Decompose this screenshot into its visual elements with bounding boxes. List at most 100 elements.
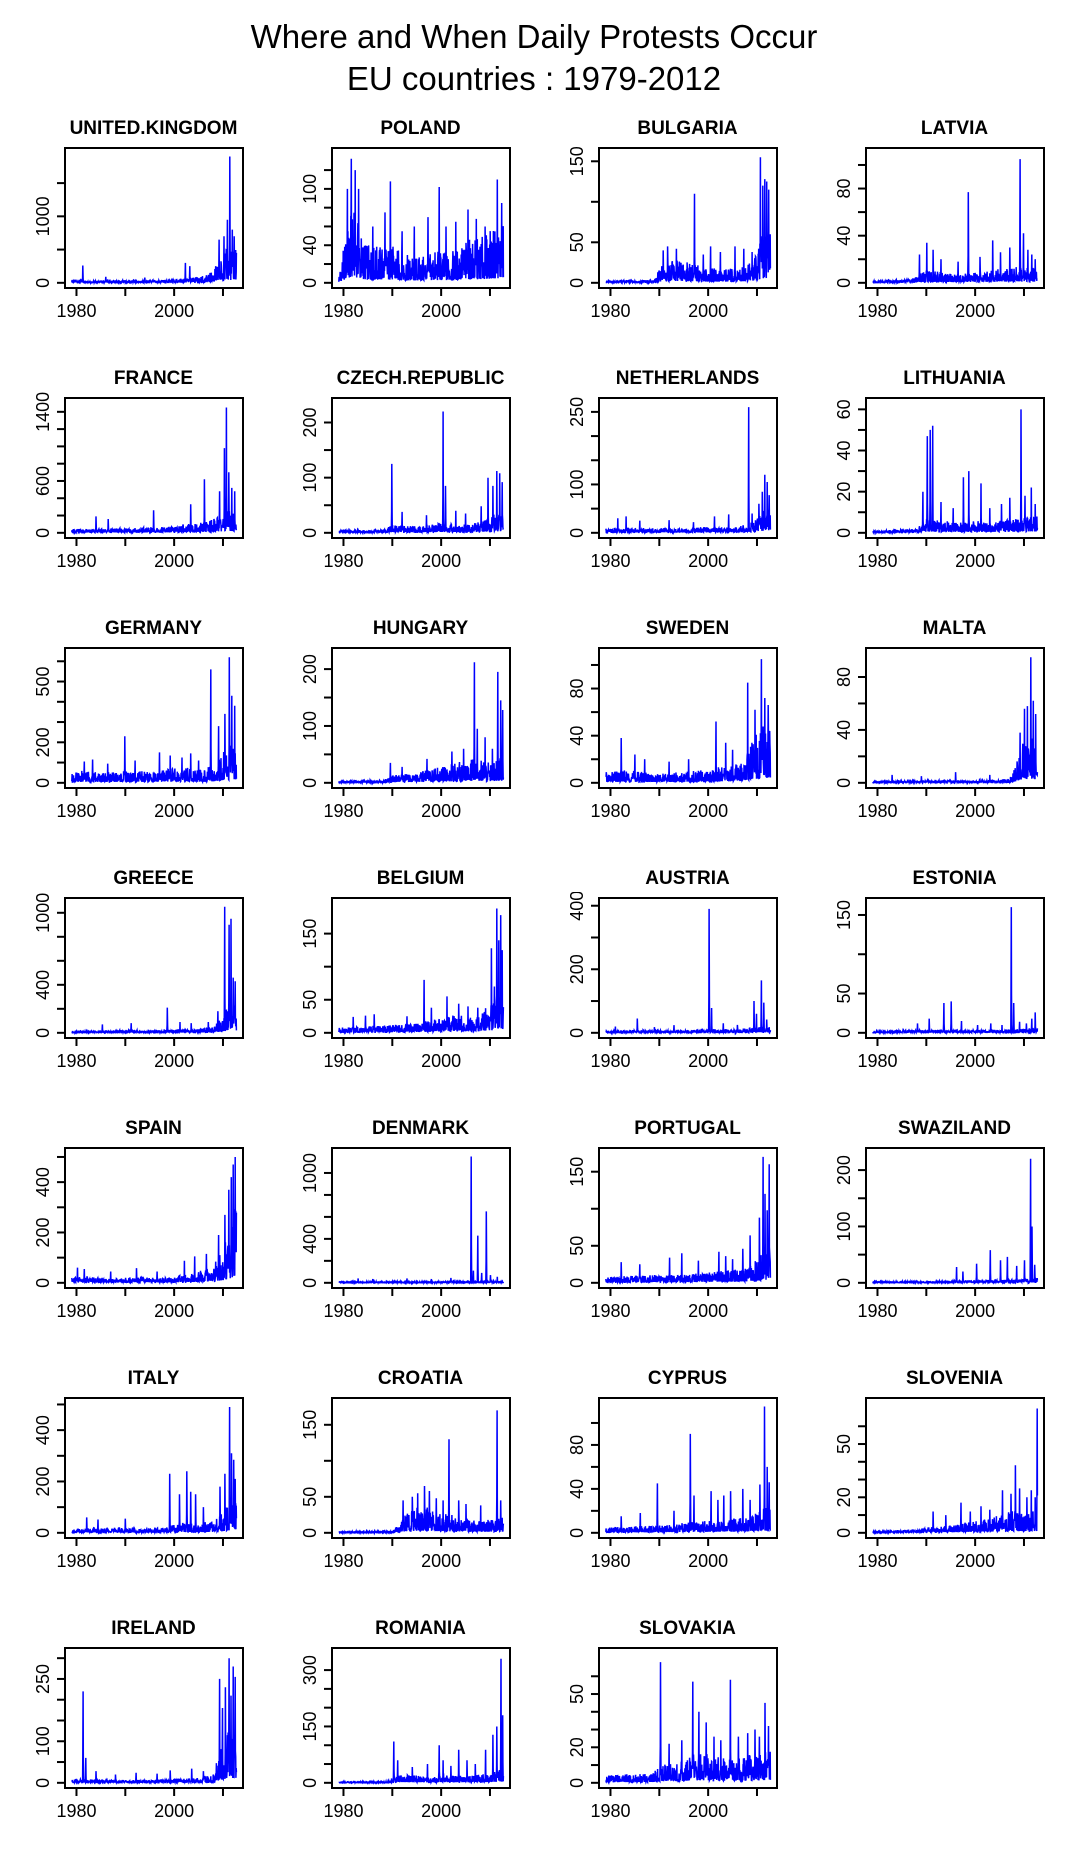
x-axis-tick-label: 1980	[56, 1051, 96, 1071]
panel-plot: 0 100 200 1980 2000	[300, 647, 511, 821]
x-axis-tick-label: 1980	[323, 1551, 363, 1571]
panel-lithuania: LITHUANIA 0 20 40 60 1980 2000	[801, 350, 1068, 600]
panel-title: SLOVENIA	[905, 1368, 1004, 1389]
plot-box	[330, 1397, 511, 1539]
panel-portugal: PORTUGAL 0 50 150 1980 2000	[534, 1100, 801, 1350]
panel-title: IRELAND	[111, 1618, 196, 1639]
panel-title: UNITED.KINGDOM	[69, 118, 238, 139]
x-axis-tick-label: 2000	[421, 1801, 461, 1821]
y-axis-tick-label: 0	[567, 278, 587, 288]
panel-plot: 0 40 80 1980 2000	[834, 647, 1045, 821]
series-line	[70, 1406, 237, 1536]
y-axis-tick-label: 400	[300, 1224, 320, 1254]
panel-plot: 0 100 200 1980 2000	[834, 1147, 1045, 1321]
series-line	[604, 157, 771, 286]
panel-title: SWAZILAND	[898, 1118, 1011, 1139]
y-axis-tick-label: 40	[567, 1479, 587, 1499]
x-axis-tick-label: 1980	[857, 551, 897, 571]
panel-title: GREECE	[113, 868, 194, 889]
y-axis-tick-label: 0	[300, 528, 320, 538]
x-axis-tick-label: 1980	[56, 1801, 96, 1821]
panel-cyprus: CYPRUS 0 40 80 1980 2000	[534, 1350, 801, 1600]
x-axis-tick-label: 2000	[688, 301, 728, 321]
panel-plot: 0 200 400 1980 2000	[33, 1147, 244, 1321]
y-axis-tick-label: 60	[834, 399, 854, 419]
y-axis-tick-label: 400	[33, 970, 53, 1000]
plot-box	[597, 647, 778, 789]
y-axis-tick-label: 100	[834, 1211, 854, 1241]
x-axis-tick-label: 1980	[857, 1301, 897, 1321]
x-axis-tick-label: 2000	[688, 801, 728, 821]
y-axis-tick-label: 20	[834, 1487, 854, 1507]
y-axis-tick-label: 0	[300, 1778, 320, 1788]
panel-plot: 0 100 250 1980 2000	[33, 1647, 244, 1821]
panel-romania: ROMANIA 0 150 300 1980 2000	[267, 1600, 534, 1850]
y-axis-tick-label: 400	[567, 892, 587, 921]
series-line	[338, 1410, 504, 1536]
y-axis-tick-label: 40	[834, 720, 854, 740]
y-axis-tick-label: 1000	[300, 1153, 320, 1193]
x-axis-tick-label: 1980	[590, 1801, 630, 1821]
x-axis-tick-label: 1980	[56, 801, 96, 821]
x-axis-tick-label: 1980	[590, 1051, 630, 1071]
x-axis-tick-label: 2000	[955, 301, 995, 321]
panel-title: BELGIUM	[376, 868, 465, 889]
y-axis-tick-label: 50	[567, 232, 587, 252]
series-line	[337, 158, 504, 283]
plot-box	[63, 147, 244, 289]
panel-title: FRANCE	[113, 368, 194, 389]
y-axis-tick-label: 200	[300, 407, 320, 437]
panel-sweden: SWEDEN 0 40 80 1980 2000	[534, 600, 801, 850]
series-line	[604, 908, 771, 1036]
x-axis-tick-label: 2000	[154, 801, 194, 821]
x-axis-tick-label: 2000	[421, 1051, 461, 1071]
panel-greece: GREECE 0 400 1000 1980 2000	[0, 850, 267, 1100]
panel-plot: 0 40 80 1980 2000	[567, 647, 778, 821]
y-axis-tick-label: 0	[567, 528, 587, 538]
x-axis-tick-label: 1980	[590, 1551, 630, 1571]
plot-box	[597, 147, 778, 289]
panel-plot: 0 50 150 1980 2000	[300, 1397, 511, 1571]
plot-box	[330, 147, 511, 289]
y-axis-tick-label: 50	[834, 1434, 854, 1454]
y-axis-tick-label: 0	[300, 1028, 320, 1038]
panel-title: ITALY	[127, 1368, 180, 1389]
x-axis-tick-label: 2000	[154, 1551, 194, 1571]
y-axis-tick-label: 80	[567, 1435, 587, 1455]
series-line	[70, 156, 237, 286]
series-line	[70, 1658, 237, 1786]
panel-title: CYPRUS	[647, 1368, 728, 1389]
y-axis-tick-label: 200	[33, 1217, 53, 1247]
plot-box	[597, 1397, 778, 1539]
x-axis-tick-label: 1980	[323, 301, 363, 321]
panel-title: HUNGARY	[372, 618, 469, 639]
x-axis-tick-label: 1980	[590, 1301, 630, 1321]
panel-bulgaria: BULGARIA 0 50 150 1980 2000	[534, 100, 801, 350]
x-axis-tick-label: 2000	[955, 801, 995, 821]
y-axis-tick-label: 0	[33, 278, 53, 288]
panel-italy: ITALY 0 200 400 1980 2000	[0, 1350, 267, 1600]
panel-title: SWEDEN	[645, 618, 730, 639]
series-line	[871, 1408, 1038, 1536]
panel-germany: GERMANY 0 200 500 1980 2000	[0, 600, 267, 850]
x-axis-tick-label: 2000	[421, 1551, 461, 1571]
series-line	[70, 1156, 237, 1286]
x-axis-tick-label: 1980	[323, 1301, 363, 1321]
series-line	[604, 1406, 771, 1535]
x-axis-tick-label: 1980	[590, 301, 630, 321]
y-axis-tick-label: 40	[300, 235, 320, 255]
y-axis-tick-label: 40	[567, 726, 587, 746]
panel-plot: 0 1000 1980 2000	[33, 147, 244, 321]
panel-plot: 0 150 300 1980 2000	[300, 1647, 511, 1821]
plot-box	[63, 647, 244, 789]
x-axis-tick-label: 2000	[955, 1551, 995, 1571]
y-axis-tick-label: 150	[300, 919, 320, 949]
series-line	[70, 657, 237, 785]
panel-plot: 0 40 80 1980 2000	[567, 1397, 778, 1571]
plot-box	[330, 1147, 511, 1289]
y-axis-tick-label: 0	[33, 1528, 53, 1538]
x-axis-tick-label: 2000	[154, 301, 194, 321]
panel-plot: 0 40 80 1980 2000	[834, 147, 1045, 321]
y-axis-tick-label: 0	[834, 1528, 854, 1538]
panel-ireland: IRELAND 0 100 250 1980 2000	[0, 1600, 267, 1850]
